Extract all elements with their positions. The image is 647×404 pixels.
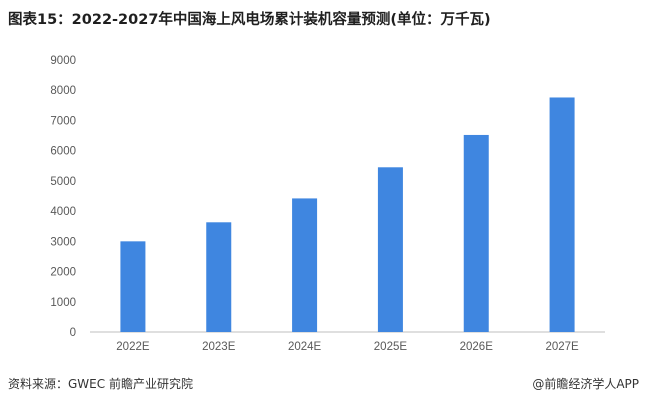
credit-note: @前瞻经济学人APP	[532, 377, 639, 391]
footer: 资料来源：GWEC 前瞻产业研究院 @前瞻经济学人APP	[0, 369, 647, 397]
y-tick-label: 6000	[50, 146, 76, 158]
x-tick-label: 2024E	[288, 341, 322, 353]
y-tick-label: 3000	[50, 236, 76, 248]
y-tick-label: 8000	[50, 85, 76, 97]
bar-2027E	[549, 97, 575, 332]
bar-chart: 0 1000 2000 3000 4000 5000 6000 7000 8000 9000 202…	[50, 55, 605, 353]
bar-2024E	[292, 198, 318, 332]
y-tick-label: 7000	[50, 115, 76, 127]
y-tick-label: 0	[70, 327, 76, 339]
bar-2025E	[377, 167, 403, 332]
source-note: 资料来源：GWEC 前瞻产业研究院	[8, 377, 193, 391]
x-tick-label: 2022E	[116, 341, 150, 353]
y-tick-label: 2000	[50, 267, 76, 279]
x-tick-label: 2026E	[460, 341, 494, 353]
chart-area: 0 1000 2000 3000 4000 5000 6000 7000 8000 9000 202…	[0, 40, 647, 366]
y-tick-label: 4000	[50, 206, 76, 218]
x-tick-label: 2023E	[202, 341, 236, 353]
bar-2022E	[120, 241, 146, 332]
y-tick-label: 1000	[50, 297, 76, 309]
x-tick-label: 2027E	[545, 341, 579, 353]
chart-title: 图表15：2022-2027年中国海上风电场累计装机容量预测(单位：万千瓦)	[8, 12, 491, 28]
bar-2026E	[463, 134, 489, 332]
bar-2023E	[206, 222, 232, 332]
y-tick-label: 9000	[50, 55, 76, 67]
x-tick-label: 2025E	[374, 341, 408, 353]
y-tick-label: 5000	[50, 176, 76, 188]
